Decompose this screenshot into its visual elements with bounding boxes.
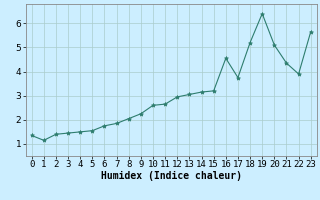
X-axis label: Humidex (Indice chaleur): Humidex (Indice chaleur): [101, 171, 242, 181]
